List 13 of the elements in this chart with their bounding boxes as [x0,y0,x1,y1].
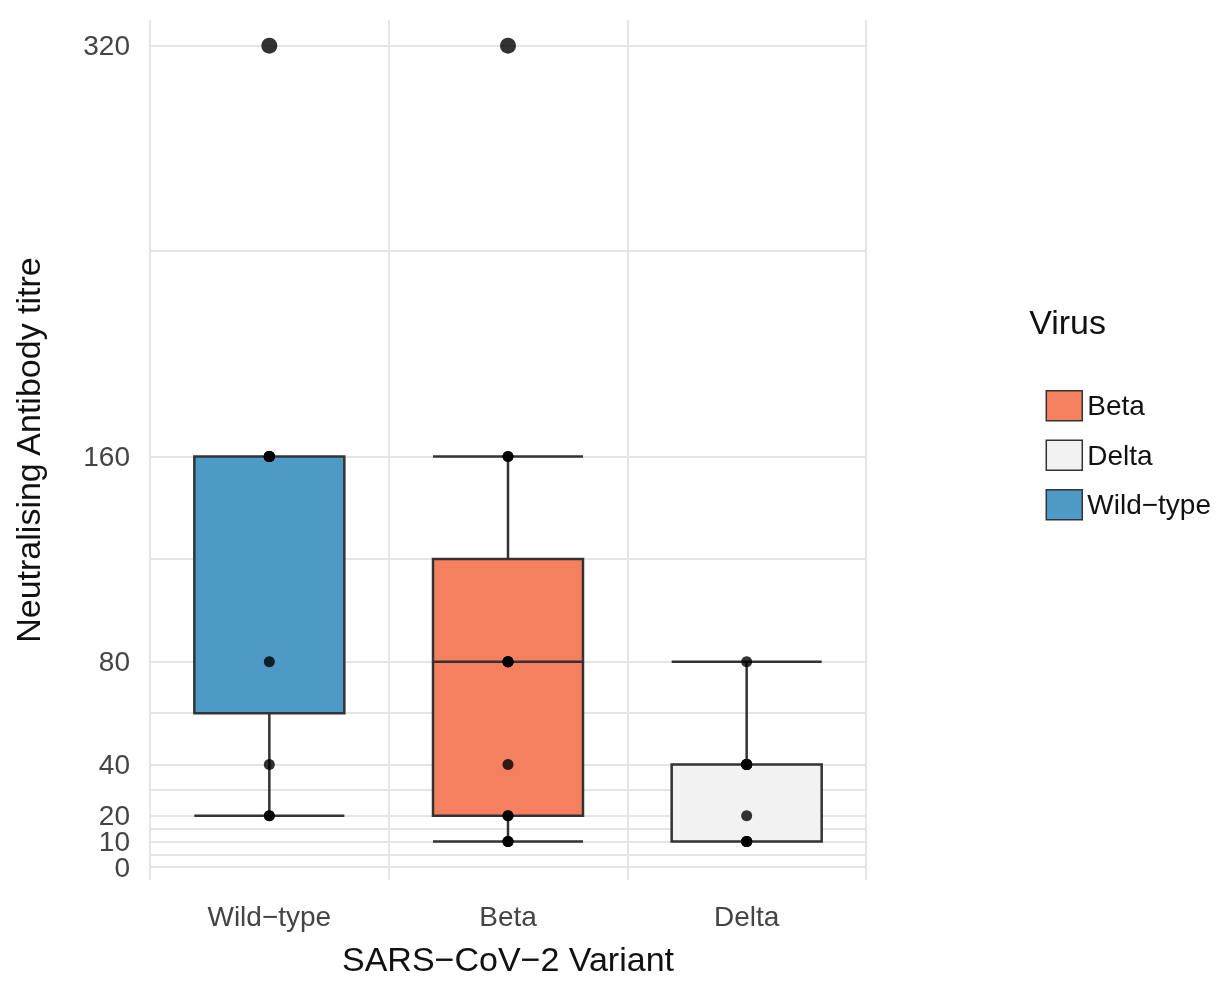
legend-label: Wild−type [1087,489,1211,521]
legend-title: Virus [1029,303,1107,341]
x-tick-label: Beta [479,900,538,932]
legend-label: Delta [1087,439,1154,471]
y-tick-label: 320 [83,30,130,62]
x-tick-label: Wild−type [207,900,332,932]
legend-label: Beta [1087,390,1146,422]
y-tick-label: 160 [83,440,130,472]
x-tick-label: Delta [713,900,780,932]
y-tick-label: 40 [98,748,130,780]
x-axis-title: SARS−CoV−2 Variant [342,940,675,978]
y-tick-label: 80 [98,646,130,678]
y-axis-title: Neutralising Antibody titre [9,257,47,643]
